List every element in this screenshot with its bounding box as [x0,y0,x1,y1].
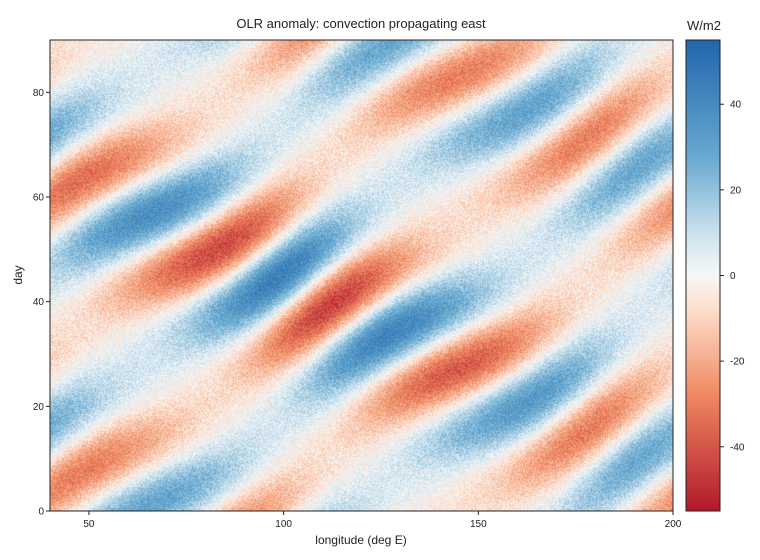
x-tick-label: 200 [665,519,682,530]
y-tick-label: 0 [38,507,44,518]
x-tick-label: 150 [470,519,487,530]
y-tick-label: 20 [33,402,45,413]
heatmap-area [50,40,673,511]
colorbar-label: W/m2 [687,18,721,33]
x-tick-label: 50 [83,519,95,530]
x-axis: 50 100 150 200 [83,511,682,530]
y-tick-label: 60 [33,193,45,204]
chart-title: OLR anomaly: convection propagating east [236,16,486,31]
colorbar [685,39,721,512]
colorbar-tick-label: 0 [730,271,736,282]
y-axis-label: day [11,265,25,284]
colorbar-tick-label: 20 [730,185,742,196]
colorbar-ticks: -40 -20 0 20 40 [720,100,745,453]
x-axis-label: longitude (deg E) [315,533,406,547]
y-axis: 0 20 40 60 80 [33,88,50,518]
y-tick-label: 80 [33,88,45,99]
colorbar-tick-label: -40 [730,442,745,453]
x-tick-label: 100 [275,519,292,530]
colorbar-tick-label: 40 [730,100,742,111]
colorbar-tick-label: -20 [730,357,745,368]
plot-frame [49,39,674,512]
y-tick-label: 40 [33,297,45,308]
